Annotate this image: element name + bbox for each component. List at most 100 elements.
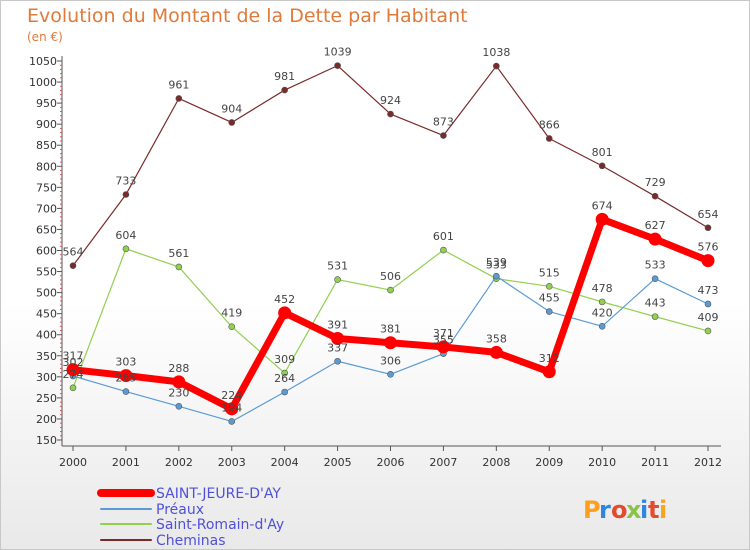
data-label: 306: [380, 354, 401, 367]
data-point: [387, 371, 394, 378]
data-point: [493, 62, 500, 70]
data-point: [545, 282, 553, 290]
legend-label: SAINT-JEURE-D'AY: [156, 486, 281, 502]
chart-title: Evolution du Montant de la Dette par Hab…: [27, 5, 468, 27]
unit-label: (en €): [27, 30, 63, 44]
x-tick-label: 2000: [59, 456, 87, 469]
legend-label: Préaux: [156, 502, 204, 518]
data-point: [598, 162, 606, 170]
data-point: [69, 384, 77, 392]
data-point: [122, 388, 130, 395]
data-point: [545, 135, 553, 142]
data-label: 452: [274, 293, 295, 306]
data-label: 224: [221, 389, 242, 402]
x-tick-label: 2009: [535, 456, 563, 469]
data-label: 627: [645, 219, 666, 232]
data-point: [704, 224, 712, 232]
logo-letter: i: [640, 496, 648, 524]
data-label: 729: [645, 176, 666, 189]
data-point: [704, 327, 712, 335]
data-label: 317: [63, 350, 84, 363]
data-label: 443: [645, 297, 666, 310]
data-point: [436, 340, 450, 354]
x-tick-label: 2002: [165, 456, 193, 469]
data-point: [334, 357, 341, 365]
data-label: 506: [380, 270, 401, 283]
data-point: [651, 275, 659, 283]
data-point: [384, 336, 397, 350]
data-point: [440, 132, 447, 139]
data-label: 309: [274, 353, 295, 366]
data-point: [69, 262, 77, 269]
data-point: [281, 388, 288, 396]
data-label: 981: [274, 70, 295, 83]
data-point: [387, 286, 394, 294]
data-point: [278, 306, 292, 320]
data-label: 733: [115, 174, 136, 187]
data-point: [122, 245, 130, 253]
data-point: [493, 272, 500, 280]
x-tick-label: 2010: [588, 456, 616, 469]
data-point: [228, 323, 236, 331]
y-tick-label: 800: [36, 160, 57, 173]
logo-letter: o: [611, 496, 628, 524]
data-point: [66, 363, 80, 377]
data-label: 539: [486, 256, 507, 269]
data-label: 601: [433, 230, 454, 243]
data-label: 576: [698, 241, 719, 254]
y-tick-label: 650: [36, 223, 57, 236]
y-tick-label: 250: [36, 392, 57, 405]
data-point: [122, 191, 130, 198]
data-label: 515: [539, 266, 560, 279]
x-tick-label: 2004: [271, 456, 299, 469]
logo-letter: P: [583, 496, 601, 524]
data-point: [172, 375, 186, 389]
x-tick-label: 2005: [324, 456, 352, 469]
data-label: 409: [698, 311, 719, 324]
data-label: 381: [380, 323, 401, 336]
logo-letter: t: [648, 496, 659, 524]
data-label: 194: [221, 401, 242, 414]
x-tick-label: 2012: [694, 456, 722, 469]
y-tick-label: 1050: [29, 55, 57, 68]
data-label: 303: [115, 356, 136, 369]
data-point: [387, 110, 394, 118]
legend-label: Cheminas: [156, 533, 226, 549]
data-point: [651, 313, 659, 320]
data-label: 391: [327, 319, 348, 332]
data-label: 561: [168, 247, 189, 260]
data-point: [334, 276, 341, 283]
x-tick-label: 2008: [482, 456, 510, 469]
data-label: 904: [221, 102, 242, 115]
data-point: [598, 322, 606, 330]
data-label: 355: [433, 334, 454, 347]
data-label: 478: [592, 282, 613, 295]
data-label: 419: [221, 307, 242, 320]
y-tick-label: 150: [36, 434, 57, 447]
data-label: 674: [592, 199, 613, 212]
data-point: [648, 232, 662, 246]
data-label: 302: [63, 356, 84, 369]
y-tick-label: 900: [36, 118, 57, 131]
data-label: 288: [168, 362, 189, 375]
data-point: [651, 192, 659, 200]
y-tick-label: 300: [36, 371, 57, 384]
data-point: [228, 119, 236, 126]
data-label: 961: [168, 78, 189, 91]
x-tick-label: 2001: [112, 456, 140, 469]
y-tick-label: 200: [36, 413, 57, 426]
x-tick-label: 2007: [429, 456, 457, 469]
data-label: 531: [327, 260, 348, 273]
y-tick-label: 850: [36, 139, 57, 152]
x-tick-label: 2011: [641, 456, 669, 469]
data-point: [440, 246, 447, 254]
data-point: [334, 62, 341, 69]
data-point: [595, 212, 609, 226]
y-tick-label: 550: [36, 266, 57, 279]
x-tick-label: 2006: [377, 456, 405, 469]
data-label: 1039: [324, 46, 352, 59]
data-point: [281, 369, 288, 377]
logo-letter: r: [599, 496, 611, 524]
